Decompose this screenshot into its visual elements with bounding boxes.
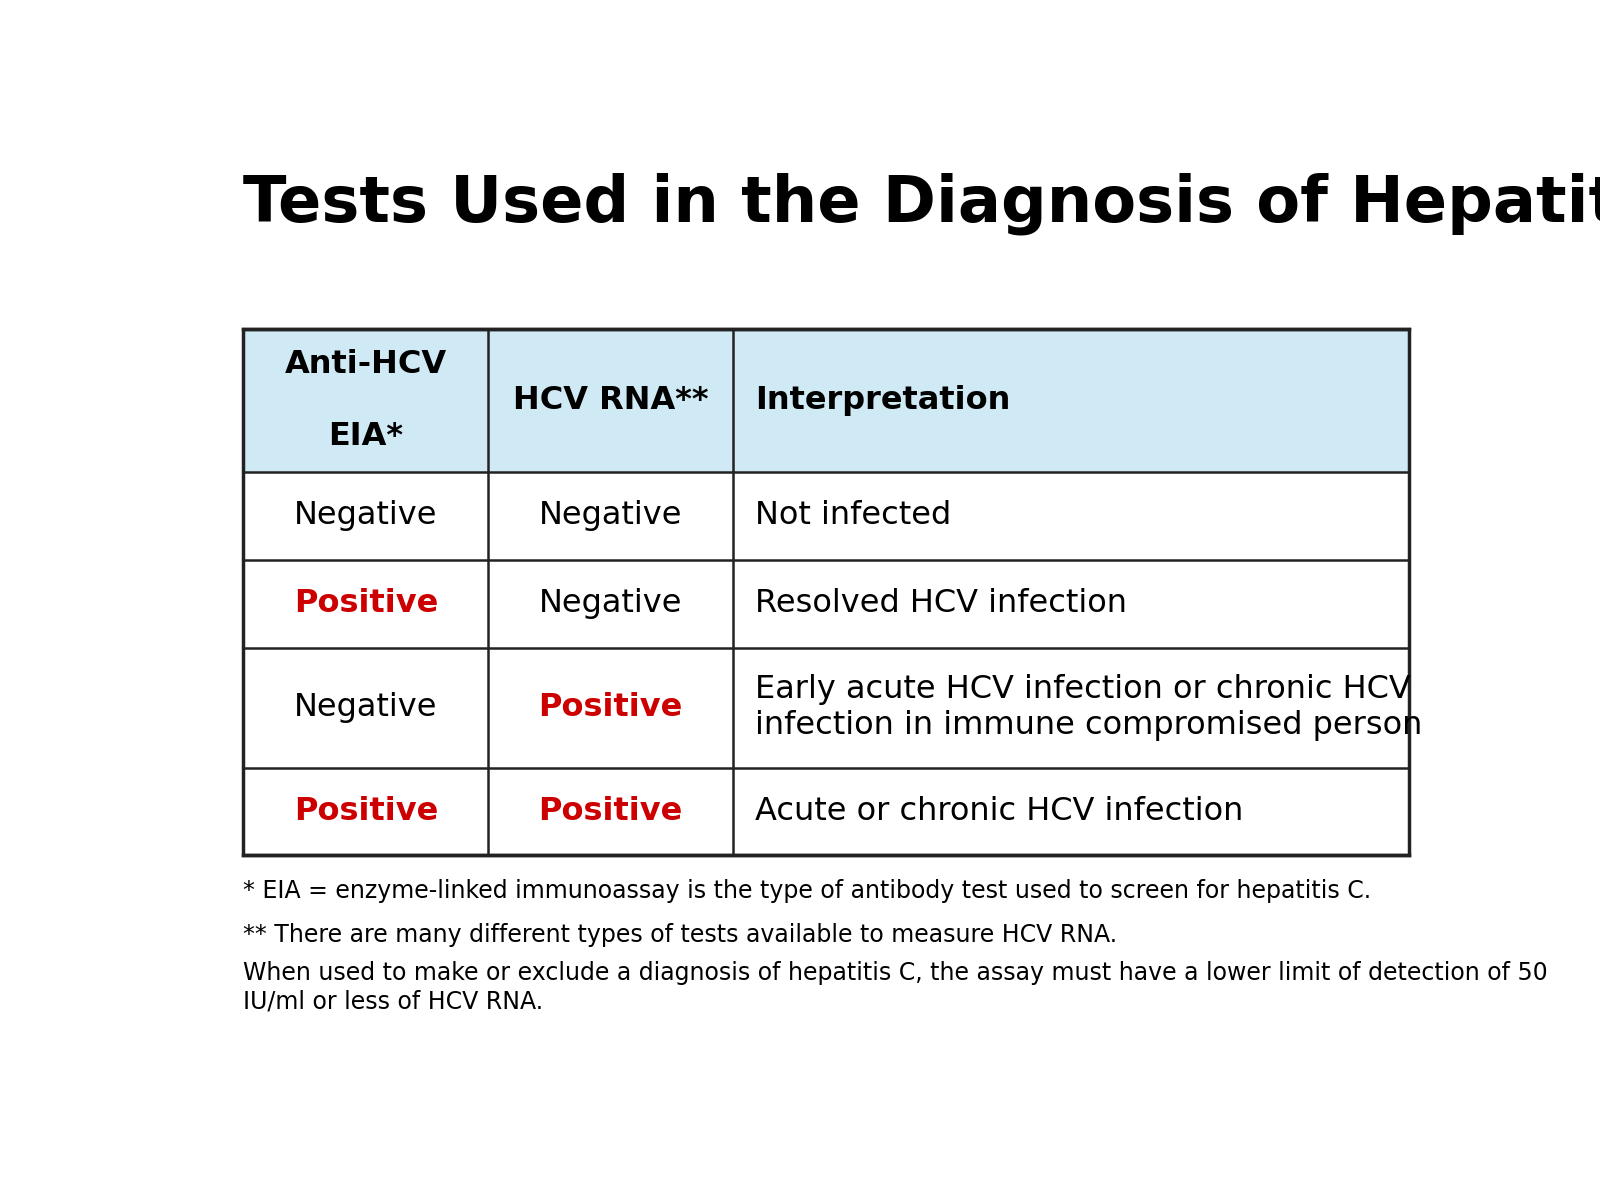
Text: Positive: Positive [294,796,438,827]
Bar [243,768,1410,856]
Text: * EIA = enzyme-linked immunoassay is the type of antibody test used to screen fo: * EIA = enzyme-linked immunoassay is the… [243,878,1371,902]
Bar [243,329,1410,856]
Text: HCV RNA**: HCV RNA** [514,385,709,416]
Text: Positive: Positive [294,588,438,619]
Bar [243,648,1410,768]
Text: Early acute HCV infection or chronic HCV
infection in immune compromised person: Early acute HCV infection or chronic HCV… [755,674,1422,742]
Text: Negative: Negative [294,692,437,724]
Bar [243,329,1410,472]
Text: Resolved HCV infection: Resolved HCV infection [755,588,1128,619]
Text: Positive: Positive [539,692,683,724]
Bar [243,472,1410,559]
Text: Interpretation: Interpretation [755,385,1011,416]
Text: Not infected: Not infected [755,500,952,532]
Text: Anti-HCV

EIA*: Anti-HCV EIA* [285,349,446,451]
Text: Negative: Negative [294,500,437,532]
Text: Negative: Negative [539,500,682,532]
Text: Tests Used in the Diagnosis of Hepatitis C: Tests Used in the Diagnosis of Hepatitis… [243,173,1600,235]
Bar [243,559,1410,648]
Text: Negative: Negative [539,588,682,619]
Text: Positive: Positive [539,796,683,827]
Text: Acute or chronic HCV infection: Acute or chronic HCV infection [755,796,1243,827]
Text: When used to make or exclude a diagnosis of hepatitis C, the assay must have a l: When used to make or exclude a diagnosis… [243,961,1549,1013]
Text: ** There are many different types of tests available to measure HCV RNA.: ** There are many different types of tes… [243,923,1117,947]
